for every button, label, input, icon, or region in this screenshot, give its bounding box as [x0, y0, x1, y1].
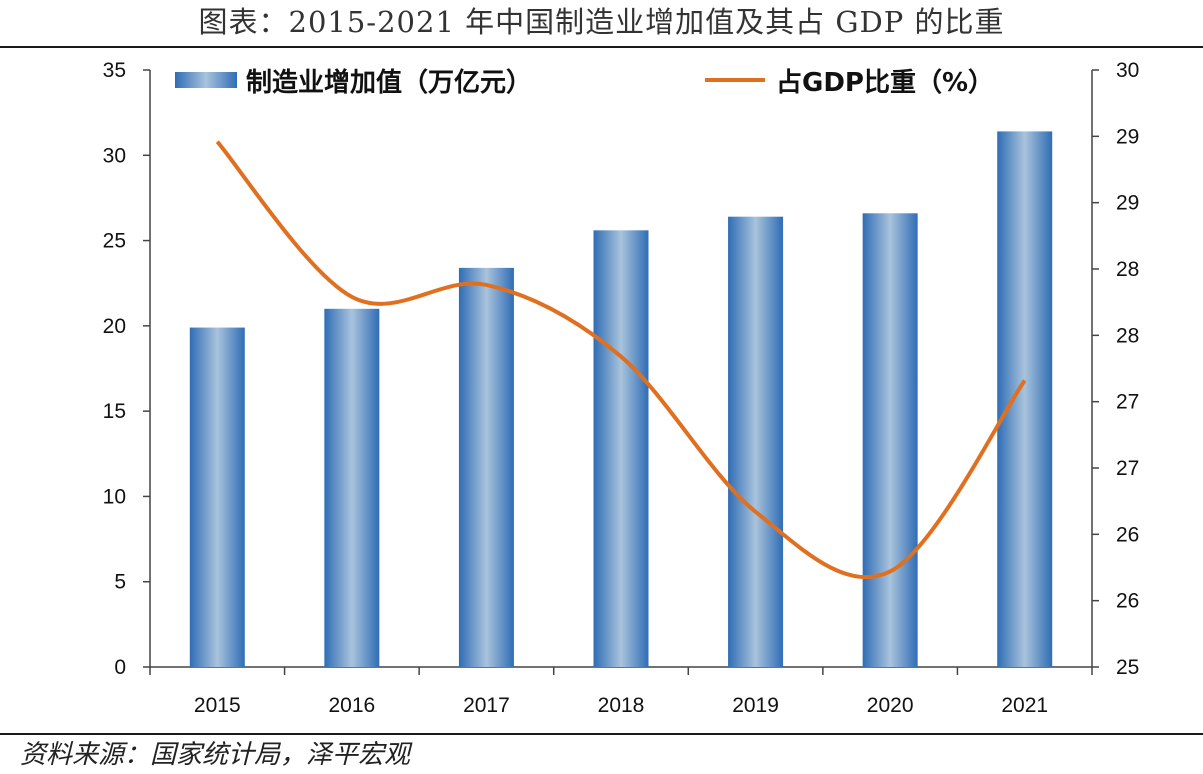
bar — [728, 216, 784, 668]
y-tick-label-left: 0 — [114, 656, 126, 679]
bar — [997, 131, 1053, 668]
legend-swatch-bar — [175, 72, 237, 88]
x-tick-label: 2015 — [194, 694, 241, 717]
title-divider — [0, 46, 1203, 48]
legend-label-bar: 制造业增加值（万亿元） — [246, 67, 532, 98]
x-tick-label: 2020 — [867, 694, 914, 717]
y-tick-label-right: 28 — [1116, 324, 1139, 347]
x-tick-label: 2018 — [598, 694, 645, 717]
y-tick-label-right: 27 — [1116, 391, 1139, 414]
y-tick-label-left: 15 — [103, 400, 126, 423]
y-tick-label-right: 25 — [1116, 656, 1139, 679]
bar — [458, 267, 514, 667]
y-tick-label-right: 29 — [1116, 125, 1139, 148]
y-tick-label-right: 26 — [1116, 590, 1139, 613]
x-tick-label: 2017 — [463, 694, 510, 717]
y-tick-label-right: 27 — [1116, 457, 1139, 480]
y-tick-label-left: 35 — [103, 59, 126, 82]
combo-chart: 0 5 10 15 20 25 30 35 25 26 26 27 27 28 28 29 29 30 2015 20… — [103, 59, 1140, 717]
y-tick-label-left: 30 — [103, 144, 126, 167]
y-tick-label-left: 20 — [103, 315, 126, 338]
y-tick-label-right: 28 — [1116, 258, 1139, 281]
x-tick-label: 2016 — [328, 694, 375, 717]
x-tick-label: 2021 — [1001, 694, 1048, 717]
y-tick-label-left: 5 — [114, 571, 126, 594]
chart-title: 图表：2015-2021 年中国制造业增加值及其占 GDP 的比重 — [198, 5, 1005, 39]
y-tick-label-right: 26 — [1116, 523, 1139, 546]
bar — [862, 213, 918, 667]
bar — [189, 327, 245, 667]
y-tick-label-left: 10 — [103, 485, 126, 508]
bar — [324, 308, 380, 667]
share-line — [215, 140, 1027, 579]
x-tick-label: 2019 — [732, 694, 779, 717]
footer-divider — [0, 733, 1203, 735]
bar — [593, 230, 649, 667]
y-tick-label-left: 25 — [103, 230, 126, 253]
y-tick-label-right: 30 — [1116, 59, 1139, 82]
legend-label-line: 占GDP比重（%） — [776, 68, 994, 98]
y-tick-label-right: 29 — [1116, 192, 1139, 215]
source-note: 资料来源：国家统计局，泽平宏观 — [20, 740, 411, 770]
